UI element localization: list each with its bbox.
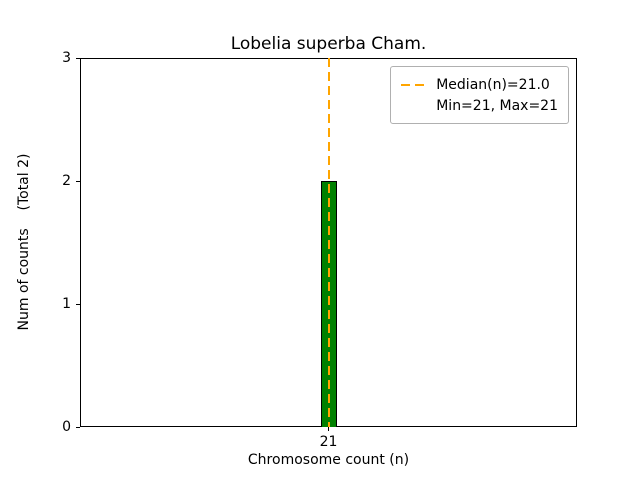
y-tick-mark	[76, 180, 80, 182]
y-tick-mark	[76, 57, 80, 59]
legend-median-label: Median(n)=21.0	[436, 76, 550, 93]
legend: Median(n)=21.0 Min=21, Max=21	[390, 66, 569, 124]
y-tick-label: 0	[62, 419, 71, 435]
median-line	[327, 58, 330, 427]
legend-entry-minmax: Min=21, Max=21	[401, 95, 558, 116]
y-tick-label: 1	[62, 296, 71, 312]
x-tick-mark	[328, 427, 329, 431]
chart-title: Lobelia superba Cham.	[230, 34, 427, 54]
y-tick-label: 2	[62, 173, 71, 189]
y-tick-mark	[76, 426, 80, 428]
x-axis-label: Chromosome count (n)	[247, 452, 410, 468]
y-tick-label: 3	[62, 50, 71, 66]
y-tick-mark	[76, 303, 80, 305]
legend-entry-median: Median(n)=21.0	[401, 74, 558, 95]
x-tick-label: 21	[319, 434, 338, 450]
legend-empty-handle	[401, 105, 428, 107]
legend-minmax-label: Min=21, Max=21	[436, 97, 558, 114]
median-dashed-line-sample	[401, 83, 429, 86]
